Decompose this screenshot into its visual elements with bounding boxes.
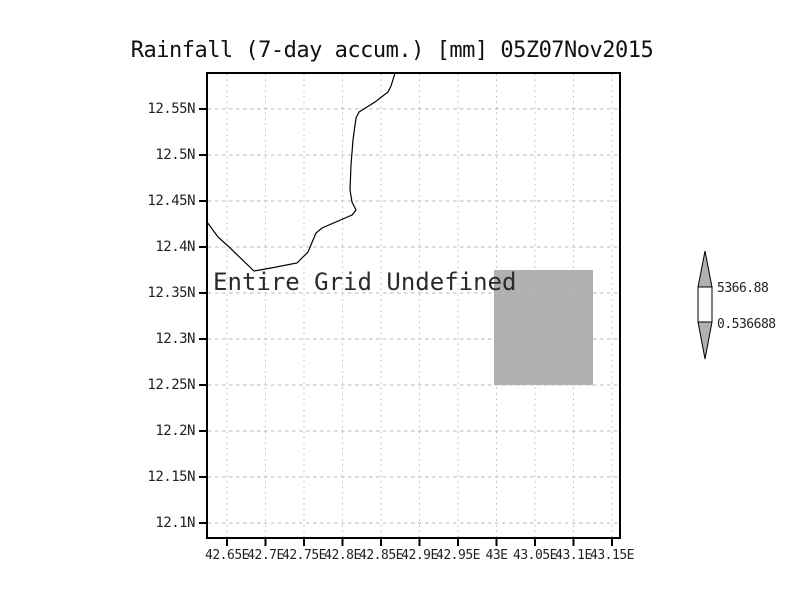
plot-title: Rainfall (7-day accum.) [mm] 05Z07Nov201… xyxy=(130,38,654,63)
lon-tick-label: 42.9E xyxy=(401,548,438,563)
lat-tick-label: 12.15N xyxy=(147,469,195,485)
colorbar-max-label: 5366.88 xyxy=(717,281,769,296)
lon-tick-marks xyxy=(226,539,613,546)
lat-tick-label: 12.2N xyxy=(155,423,195,439)
lon-tick-label: 42.75E xyxy=(282,548,326,563)
lon-tick-label: 43.05E xyxy=(513,548,557,563)
lon-tick-label: 42.7E xyxy=(247,548,284,563)
lon-tick-label: 42.8E xyxy=(324,548,361,563)
lon-tick-label: 42.95E xyxy=(436,548,480,563)
lat-tick-label: 12.3N xyxy=(155,331,195,347)
colorbar xyxy=(697,250,713,360)
grid-horizontal-lines xyxy=(208,108,619,524)
lat-tick-label: 12.35N xyxy=(147,285,195,301)
lon-tick-label: 43.15E xyxy=(590,548,634,563)
lat-tick-label: 12.4N xyxy=(155,239,195,255)
lat-tick-marks xyxy=(199,108,206,524)
lon-tick-label: 42.85E xyxy=(359,548,403,563)
lat-tick-label: 12.25N xyxy=(147,377,195,393)
undefined-grid-message: Entire Grid Undefined xyxy=(213,268,517,296)
lat-tick-label: 12.5N xyxy=(155,147,195,163)
colorbar-min-label: 0.536688 xyxy=(717,317,776,332)
lon-tick-label: 42.65E xyxy=(205,548,249,563)
lon-tick-label: 43E xyxy=(485,548,508,563)
colorbar-lower-arrow xyxy=(697,321,713,360)
coastline-path xyxy=(206,72,396,272)
shaded-region xyxy=(494,270,593,385)
lat-tick-label: 12.45N xyxy=(147,193,195,209)
lat-tick-label: 12.1N xyxy=(155,515,195,531)
lon-tick-label: 43.1E xyxy=(555,548,592,563)
colorbar-body xyxy=(697,286,713,323)
grid-vertical-lines xyxy=(226,74,613,537)
colorbar-upper-arrow xyxy=(697,250,713,288)
lat-tick-label: 12.55N xyxy=(147,101,195,117)
plot-frame xyxy=(206,72,621,539)
